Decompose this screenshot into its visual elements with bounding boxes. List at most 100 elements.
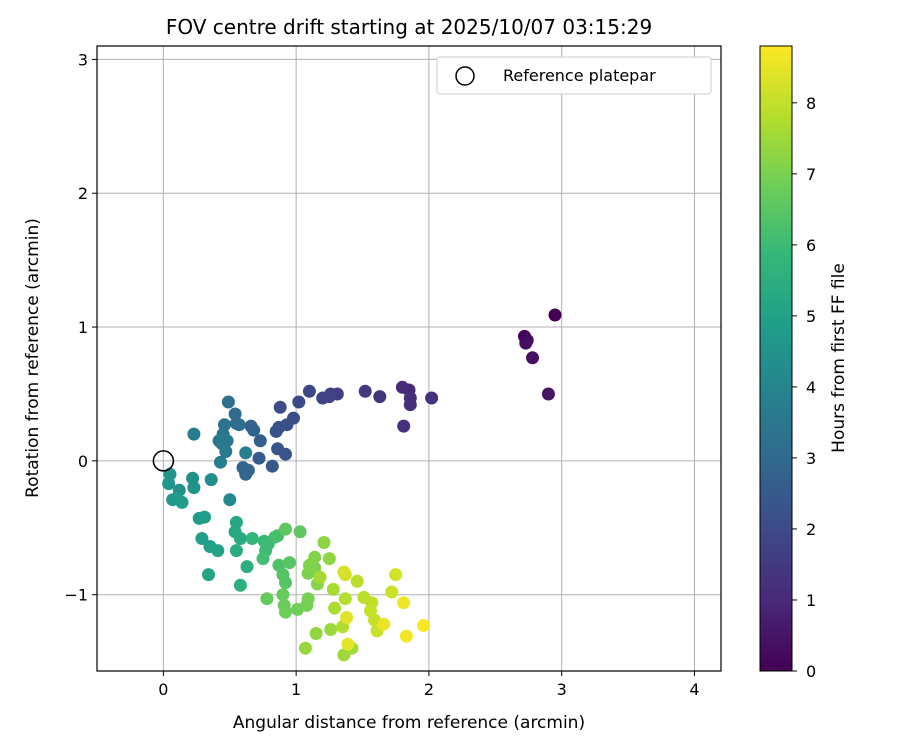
scatter-point (279, 576, 292, 590)
scatter-point (389, 568, 403, 582)
scatter-point (269, 424, 283, 438)
scatter-point (338, 592, 352, 606)
scatter-point (316, 391, 330, 405)
scatter-point (324, 623, 338, 636)
reference-point (152, 450, 175, 472)
scatter-point (212, 434, 226, 448)
scatter-point (313, 570, 327, 584)
x-tick-label: 3 (557, 680, 567, 699)
scatter-point (309, 627, 323, 640)
y-tick-label: 3 (78, 50, 88, 69)
y-axis: −1 0 1 2 3 (64, 50, 97, 605)
scatter-point (219, 445, 233, 458)
y-tick-label: −1 (64, 586, 88, 605)
y-axis-label: Rotation from reference (arcmin) (23, 218, 43, 498)
scatter-point (240, 560, 254, 574)
scatter-point (298, 641, 312, 655)
colorbar-tick-label: 4 (806, 378, 816, 397)
scatter-point (233, 532, 247, 545)
legend-label: Reference platepar (503, 66, 656, 85)
scatter-point (341, 637, 355, 651)
scatter-point (228, 407, 242, 421)
scatter-point (279, 522, 292, 536)
scatter-point (253, 434, 267, 448)
scatter-point (256, 552, 270, 566)
x-tick-label: 4 (689, 680, 699, 699)
scatter-point (276, 588, 290, 602)
legend-box (436, 56, 712, 95)
colorbar-tick-label: 0 (806, 662, 816, 681)
scatter-point (232, 418, 246, 432)
scatter-point (373, 390, 387, 404)
colorbar-tick-label: 7 (806, 165, 816, 184)
scatter-point (204, 473, 218, 487)
scatter-point (292, 395, 306, 409)
scatter-point (241, 463, 255, 477)
scatter-point (214, 455, 227, 469)
legend: Reference platepar (436, 56, 712, 95)
colorbar-tick-label: 1 (806, 591, 816, 610)
points-layer (162, 308, 562, 662)
y-tick-label: 1 (78, 318, 88, 337)
scatter-point (252, 451, 266, 465)
scatter-point (279, 447, 292, 461)
scatter-point (350, 574, 364, 588)
legend-reference-icon (455, 66, 475, 86)
scatter-point (526, 351, 539, 365)
scatter-point (279, 605, 292, 619)
scatter-point (399, 629, 413, 643)
scatter-point (162, 477, 176, 491)
colorbar-tick-label: 8 (806, 94, 816, 113)
colorbar-gradient (759, 45, 793, 672)
x-axis: 0 1 2 3 4 (158, 671, 700, 699)
scatter-point (377, 617, 391, 631)
x-tick-label: 2 (424, 680, 434, 699)
plot-frame (96, 45, 722, 672)
colorbar-tick-label: 5 (806, 307, 816, 326)
scatter-point (198, 510, 211, 524)
chart-title: FOV centre drift starting at 2025/10/07 … (166, 15, 652, 39)
scatter-point (301, 592, 315, 606)
scatter-point (541, 387, 555, 401)
x-axis-label: Angular distance from reference (arcmin) (233, 713, 585, 733)
scatter-point (385, 585, 399, 599)
scatter-point (358, 384, 372, 398)
colorbar-tick-label: 2 (806, 520, 816, 539)
scatter-point (293, 525, 307, 539)
scatter-point (233, 578, 247, 592)
scatter-point (229, 544, 243, 558)
colorbar-label: Hours from first FF file (829, 263, 849, 453)
scatter-point (425, 391, 439, 405)
scatter-point (519, 336, 533, 350)
scatter-point (260, 592, 274, 606)
scatter-point (175, 495, 189, 509)
scatter-point (317, 536, 331, 549)
scatter-point (211, 544, 225, 558)
colorbar: 0 1 2 3 4 5 6 7 8 Hours from first FF file (759, 45, 849, 681)
y-tick-label: 0 (78, 452, 88, 471)
reference-marker (152, 450, 175, 472)
scatter-point (322, 552, 336, 566)
scatter-point (403, 398, 417, 412)
scatter-point (397, 596, 411, 610)
scatter-point (326, 582, 340, 596)
x-tick-label: 0 (158, 680, 168, 699)
scatter-point (283, 556, 296, 570)
scatter-point (195, 532, 209, 545)
scatter-point (395, 380, 409, 394)
scatter-point (328, 601, 342, 615)
scatter-point (302, 384, 316, 398)
scatter-point (337, 565, 351, 579)
scatter-point (239, 446, 253, 460)
y-tick-label: 2 (78, 184, 88, 203)
scatter-point (397, 419, 411, 433)
colorbar-tick-label: 6 (806, 236, 816, 255)
scatter-point (202, 568, 215, 582)
scatter-point (340, 611, 354, 624)
scatter-point (187, 481, 201, 495)
scatter-point (245, 532, 259, 545)
scatter-point (221, 395, 235, 409)
grid (97, 46, 721, 671)
scatter-point (548, 308, 562, 322)
